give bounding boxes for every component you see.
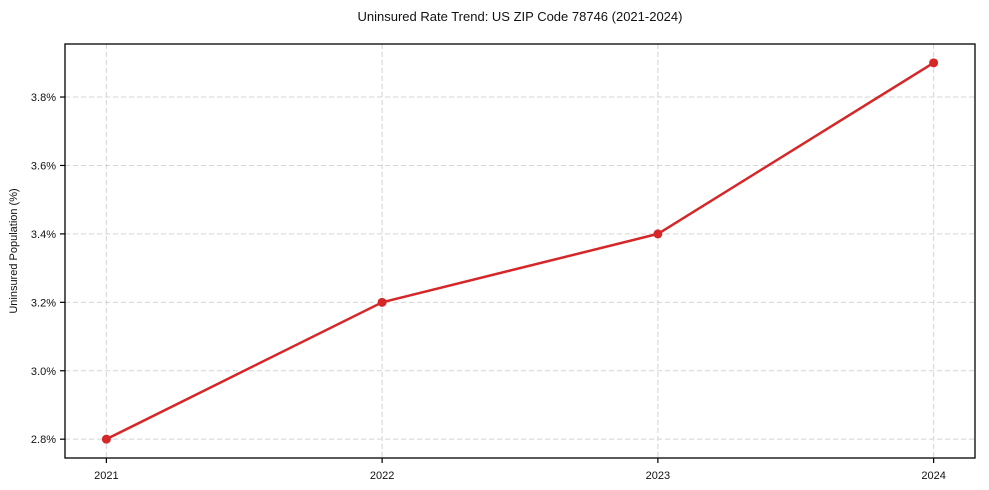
x-tick-label: 2021 xyxy=(94,470,118,482)
x-tick-label: 2023 xyxy=(646,470,670,482)
y-tick-label: 3.0% xyxy=(31,366,56,378)
trend-line xyxy=(105,61,935,441)
y-tick-label: 2.8% xyxy=(31,434,56,446)
y-tick-label: 3.6% xyxy=(31,160,56,172)
y-tick-label: 3.4% xyxy=(31,229,56,241)
y-axis-label: Uninsured Population (%) xyxy=(8,188,20,314)
data-point xyxy=(653,229,663,239)
x-tick-label: 2022 xyxy=(370,470,394,482)
y-tick-label: 3.8% xyxy=(31,92,56,104)
y-tick-label: 3.2% xyxy=(31,297,56,309)
x-tick-label: 2024 xyxy=(921,470,945,482)
data-point xyxy=(929,58,939,68)
data-point xyxy=(101,434,111,444)
chart-title: Uninsured Rate Trend: US ZIP Code 78746 … xyxy=(357,9,683,24)
plot-border xyxy=(64,43,976,459)
data-point xyxy=(377,297,387,307)
